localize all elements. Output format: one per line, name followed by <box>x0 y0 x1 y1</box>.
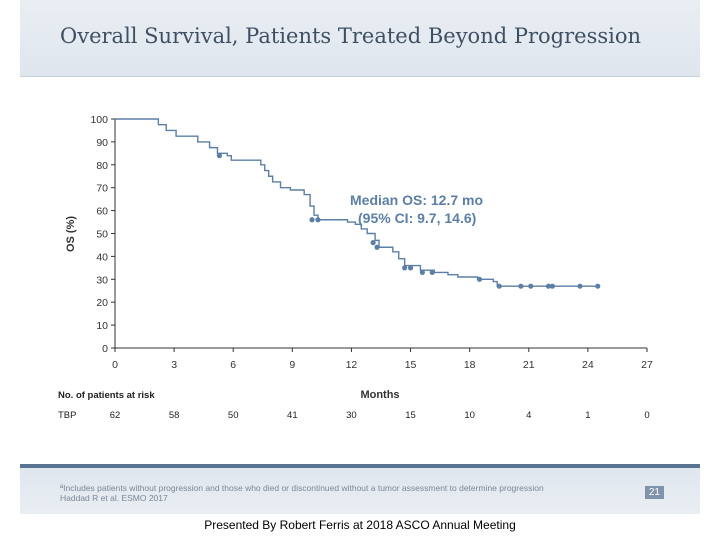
censor-mark <box>577 283 583 289</box>
x-tick-label: 15 <box>405 359 417 371</box>
page-number: 21 <box>644 486 664 499</box>
footnote-line-2: Haddad R et al. ESMO 2017 <box>60 493 168 503</box>
risk-value: 0 <box>644 410 649 421</box>
y-tick-label: 40 <box>96 251 108 263</box>
risk-value: 58 <box>169 410 180 421</box>
censor-mark <box>402 265 408 271</box>
risk-value: 4 <box>526 410 531 421</box>
footnote: ªIncludes patients without progression a… <box>60 483 544 503</box>
censor-mark <box>496 283 502 289</box>
censor-marks <box>216 153 601 289</box>
risk-value: 15 <box>405 410 416 421</box>
censor-mark <box>374 244 380 250</box>
censor-mark <box>315 217 321 223</box>
censor-mark <box>407 265 414 271</box>
x-axis-label: Months <box>360 389 399 401</box>
axes <box>111 118 648 352</box>
y-tick-label: 80 <box>96 160 108 172</box>
y-tick-label: 30 <box>96 274 108 286</box>
y-tick-label: 100 <box>90 114 108 126</box>
x-tick-label: 21 <box>523 359 535 371</box>
censor-mark <box>309 217 315 223</box>
risk-value: 62 <box>110 410 121 421</box>
x-tick-label: 12 <box>346 359 358 371</box>
x-tick-labels: 0 3 6 9 12 15 18 21 24 27 <box>112 359 653 371</box>
risk-value: 41 <box>287 410 298 421</box>
y-tick-label: 20 <box>96 297 108 309</box>
x-tick-label: 24 <box>582 359 594 371</box>
x-tick-label: 9 <box>289 359 295 371</box>
y-tick-label: 10 <box>96 320 108 332</box>
median-os-annotation: Median OS: 12.7 mo <box>350 192 483 208</box>
censor-mark <box>545 283 552 289</box>
y-tick-label: 70 <box>96 183 108 195</box>
presenter-caption: Presented By Robert Ferris at 2018 ASCO … <box>204 518 516 532</box>
censor-mark <box>476 276 483 282</box>
risk-row-values: 62 58 50 41 30 15 10 4 1 0 <box>110 410 650 421</box>
x-tick-label: 3 <box>171 359 177 371</box>
censor-mark <box>216 153 223 159</box>
risk-row-label: TBP <box>58 410 76 421</box>
risk-value: 30 <box>346 410 357 421</box>
ci-annotation: (95% CI: 9.7, 14.6) <box>358 210 476 226</box>
x-tick-label: 6 <box>230 359 236 371</box>
slide: Overall Survival, Patients Treated Beyon… <box>20 0 700 514</box>
censor-mark <box>429 269 435 276</box>
footer-band: ªIncludes patients without progression a… <box>20 464 700 514</box>
footnote-line-1: ªIncludes patients without progression a… <box>60 483 544 493</box>
y-tick-label: 0 <box>102 343 108 355</box>
risk-value: 10 <box>464 410 475 421</box>
risk-value: 50 <box>228 410 239 421</box>
y-tick-label: 50 <box>96 229 108 241</box>
x-tick-label: 0 <box>112 359 118 371</box>
title-band: Overall Survival, Patients Treated Beyon… <box>20 0 700 77</box>
y-axis-label: OS (%) <box>65 216 77 252</box>
censor-mark <box>370 240 376 246</box>
censor-mark <box>419 269 425 276</box>
y-tick-label: 60 <box>96 206 108 218</box>
censor-mark <box>518 283 524 289</box>
censor-mark <box>528 283 534 289</box>
y-tick-labels: 0 10 20 30 40 50 60 70 80 90 100 <box>90 114 108 355</box>
x-tick-label: 27 <box>641 359 653 371</box>
slide-title: Overall Survival, Patients Treated Beyon… <box>60 24 642 48</box>
x-tick-label: 18 <box>464 359 476 371</box>
censor-mark <box>595 283 601 289</box>
censor-mark <box>549 283 556 289</box>
risk-table-header: No. of patients at risk <box>58 390 155 401</box>
risk-value: 1 <box>585 410 590 421</box>
y-tick-label: 90 <box>96 137 108 149</box>
